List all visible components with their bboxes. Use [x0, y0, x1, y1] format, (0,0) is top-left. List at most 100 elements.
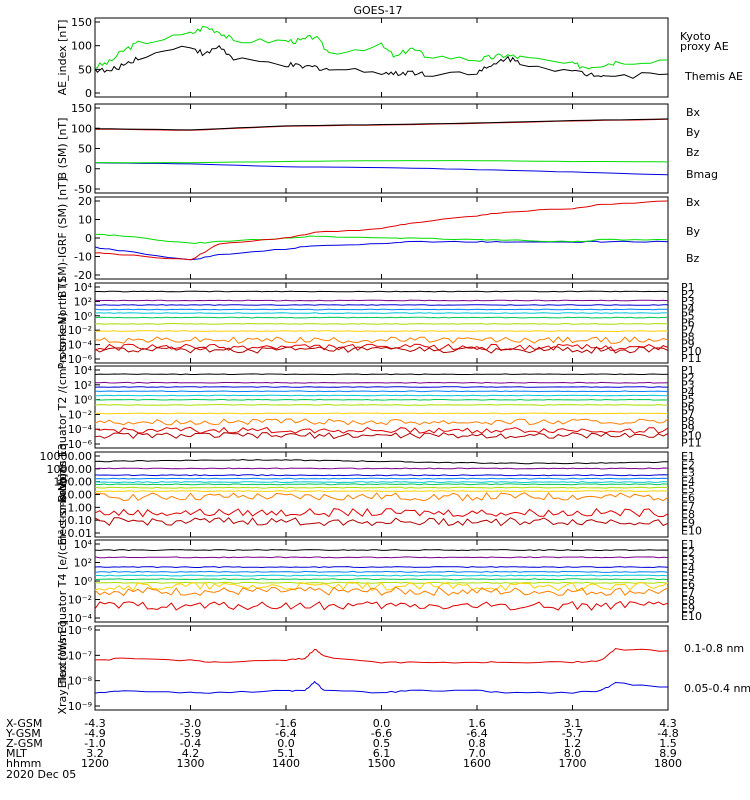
ytick-label-2-0: 20	[78, 195, 92, 208]
series-line-4-1	[95, 381, 669, 384]
panel-3: Protons North T1 10⁴10²10⁰10⁻²10⁻⁴10⁻⁶P1P…	[56, 277, 702, 370]
series-line-6-3	[94, 570, 669, 573]
series-line-5-6	[94, 486, 669, 489]
series-line-3-8	[94, 336, 669, 344]
series-line-5-8	[94, 492, 669, 502]
panel-6: Electrons Equator T4 [e/(cm²-s-sr-keV)] 1…	[56, 474, 702, 689]
series-line-4-6	[94, 403, 669, 406]
ytick-label-0-0: 150	[71, 16, 92, 29]
axis-row-value-1-6: -4.8	[657, 727, 678, 740]
legend-3-7: P8	[681, 331, 695, 344]
axis-row-value-3-2: 5.1	[277, 747, 295, 760]
legend-xray-0: 0.1-0.8 nm	[684, 642, 744, 655]
series-line-3-0	[95, 290, 669, 293]
ytick-label-1-0: 150	[71, 102, 92, 115]
legend-3-8: P9	[681, 338, 695, 351]
ytick-label-7-0: 10⁻⁶	[68, 624, 93, 637]
axis-row-value-4-0: 1200	[81, 757, 109, 770]
ytick-label-7-1: 10⁻⁷	[68, 649, 92, 662]
legend-4-3: P4	[681, 386, 695, 399]
legend-3-6: P7	[681, 324, 695, 337]
axis-row-value-1-4: -6.4	[466, 727, 487, 740]
legend-3-4: P5	[681, 309, 695, 322]
axis-row-value-2-6: 1.5	[659, 737, 677, 750]
legend-db-1: By	[686, 225, 701, 238]
axis-row-label-1: Y-GSM	[5, 727, 41, 740]
ytick-label-1-3: 0	[85, 163, 92, 176]
ylabel-4: Protons Equator T2 /(cm²-s-sr-keV)	[56, 312, 69, 502]
legend-4-7: P8	[681, 415, 695, 428]
ytick-label-1-4: -50	[74, 183, 92, 196]
series-line-6-0	[94, 549, 669, 552]
legend-3-10: P11	[681, 352, 702, 365]
axis-row-value-4-2: 1400	[272, 757, 300, 770]
axis-row-value-2-3: 0.5	[373, 737, 391, 750]
panel-frame-7	[94, 625, 669, 711]
ytick-label-5-1: 1000.00	[47, 463, 93, 476]
series-line-4-5	[94, 398, 669, 401]
ytick-label-7-2: 10⁻⁸	[68, 675, 93, 688]
series-line-6-2	[94, 566, 669, 569]
ytick-label-4-0: 10⁴	[74, 364, 93, 377]
ytick-label-3-2: 10⁰	[74, 310, 93, 323]
ytick-label-2-2: 0	[85, 232, 92, 245]
legend-3-0: P1	[681, 281, 695, 294]
legend-b-0: Bx	[686, 106, 701, 119]
legend-6-5: E6	[681, 578, 695, 591]
legend-b-1: By	[686, 126, 701, 139]
series-line-3-9	[94, 343, 669, 352]
panel-frame-4	[94, 365, 669, 449]
series-line-0-0	[94, 26, 669, 70]
axis-row-value-1-3: -6.6	[371, 727, 392, 740]
ytick-label-2-3: -10	[74, 251, 92, 264]
axis-row-value-0-4: 1.6	[468, 717, 486, 730]
axis-row-value-3-1: 4.2	[182, 747, 200, 760]
ytick-label-4-4: 10⁻⁴	[68, 423, 93, 436]
ytick-label-4-5: 10⁻⁶	[68, 438, 93, 451]
legend-6-1: E2	[681, 546, 695, 559]
ytick-label-6-0: 10⁴	[74, 538, 93, 551]
panel-0: AE_index [nT] 150 100 50 0	[56, 16, 669, 100]
axis-row-value-0-0: -4.3	[84, 717, 105, 730]
legend-4-6: P7	[681, 408, 695, 421]
legend-3-1: P2	[681, 288, 695, 301]
series-line-5-10	[94, 517, 669, 527]
axis-row-value-1-1: -5.9	[180, 727, 201, 740]
axis-row-value-1-0: -4.9	[84, 727, 105, 740]
axis-row-value-4-6: 1800	[654, 757, 682, 770]
legend-b-2: Bz	[686, 146, 700, 159]
series-line-4-2	[94, 386, 668, 388]
ytick-label-6-1: 10²	[74, 557, 92, 570]
ytick-label-1-1: 100	[71, 122, 92, 135]
axis-row-value-3-6: 8.9	[659, 747, 677, 760]
ylabel-0: AE_index [nT]	[56, 20, 69, 96]
x-axis-table: X-GSM -4.3 -3.0 -1.6 0.0 1.6 3.1 4.3 Y-GSM -4.9 -5…	[5, 717, 682, 770]
legend-4-10: P11	[681, 437, 702, 450]
legend-5-9: E10	[681, 525, 702, 538]
panel-7: Xray_flux [W/m²]10⁻⁶ 10⁻⁷ 10⁻⁸ 10⁻⁹	[56, 621, 669, 715]
legend-6-9: E10	[681, 610, 702, 623]
axis-row-value-4-3: 1500	[368, 757, 396, 770]
ylabel-3: Protons North T1	[56, 277, 69, 370]
axis-row-value-0-6: 4.3	[659, 717, 677, 730]
ytick-label-2-1: 10	[78, 214, 92, 227]
axis-row-value-3-0: 3.2	[86, 747, 104, 760]
ytick-label-5-3: 10.00	[61, 489, 93, 502]
series-line-5-2	[94, 474, 669, 477]
series-line-3-6	[94, 322, 669, 325]
series-line-3-10	[94, 346, 669, 354]
ytick-label-5-0: 10000.00	[40, 450, 93, 463]
series-line-6-9	[94, 600, 669, 611]
ytick-label-3-1: 10²	[74, 295, 92, 308]
series-line-7-0	[94, 647, 669, 664]
ytick-label-7-3: 10⁻⁹	[68, 700, 92, 713]
ytick-label-4-3: 10⁻²	[68, 408, 92, 421]
ytick-label-4-2: 10⁰	[74, 394, 93, 407]
legend-ae-themis: Themis AE	[684, 70, 743, 83]
series-line-3-7	[94, 330, 669, 333]
legend-5-5: E6	[681, 492, 695, 505]
ytick-label-4-1: 10²	[74, 379, 92, 392]
axis-row-value-0-3: 0.0	[373, 717, 391, 730]
